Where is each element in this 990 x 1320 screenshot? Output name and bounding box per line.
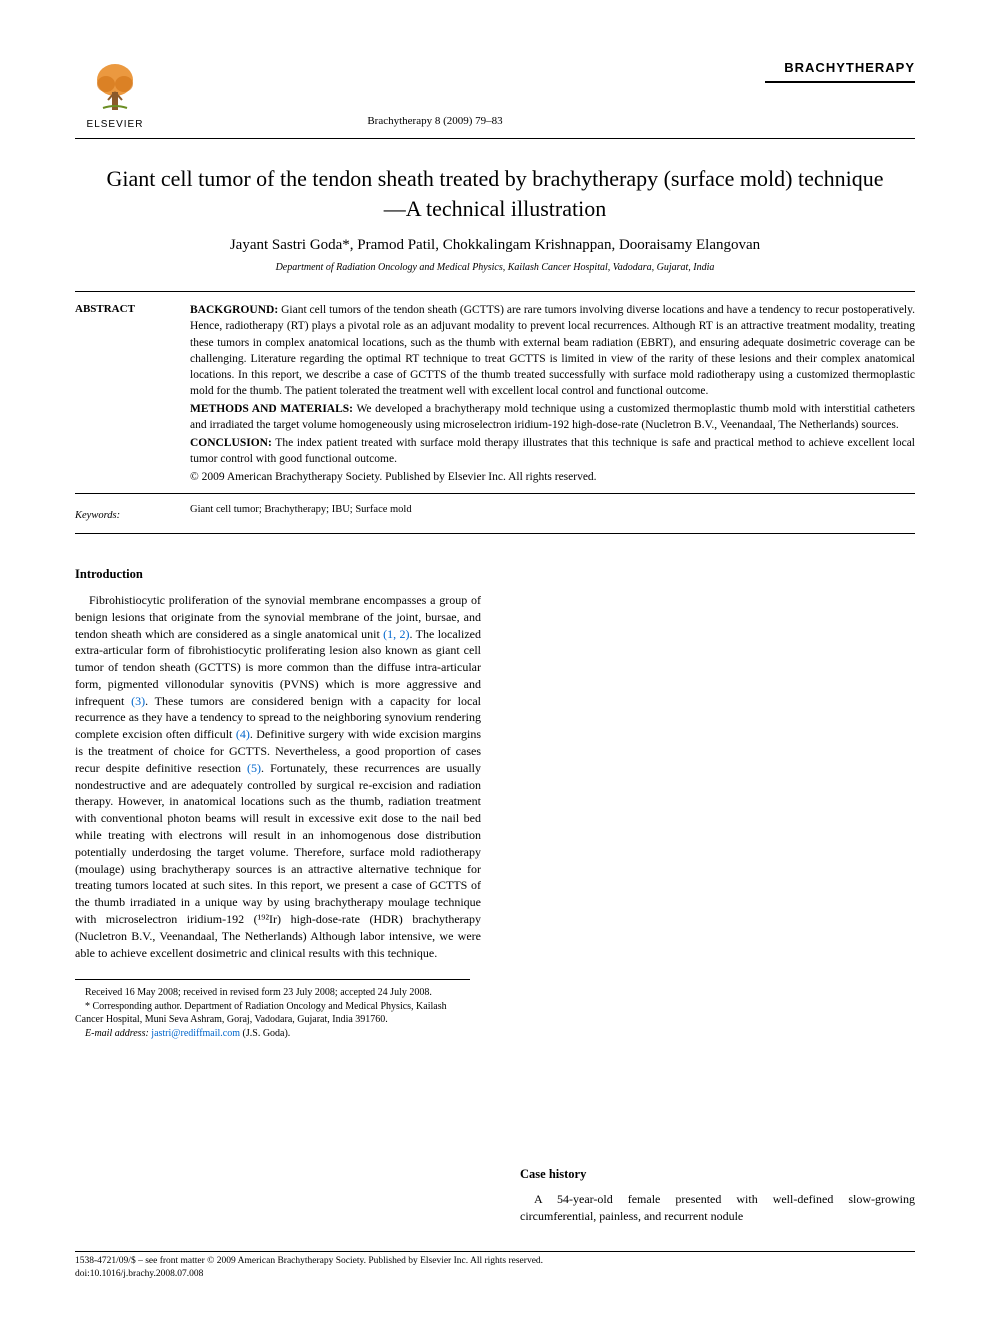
affiliation: Department of Radiation Oncology and Med… <box>75 262 915 273</box>
authors-text: Jayant Sastri Goda*, Pramod Patil, Chokk… <box>230 237 760 253</box>
abstract-label-col: ABSTRACT <box>75 302 190 487</box>
elsevier-tree-icon <box>88 60 143 115</box>
footnotes: Received 16 May 2008; received in revise… <box>75 979 470 1040</box>
journal-brand-name: BRACHYTHERAPY <box>715 60 915 75</box>
corresponding-note: * Corresponding author. Department of Ra… <box>75 1000 470 1027</box>
footer-block: 1538-4721/09/$ – see front matter © 2009… <box>75 1255 915 1280</box>
citation-link[interactable]: (1, 2) <box>383 627 409 641</box>
case-paragraph: A 54-year-old female presented with well… <box>520 1191 915 1225</box>
email-link[interactable]: jastri@rediffmail.com <box>151 1028 240 1039</box>
abstract-label: ABSTRACT <box>75 302 190 317</box>
conclusion-label: CONCLUSION: <box>190 437 272 449</box>
footer-doi: doi:10.1016/j.brachy.2008.07.008 <box>75 1268 915 1280</box>
intro-text-e: . Fortunately, these recurrences are usu… <box>75 761 481 960</box>
case-history-block: Case history A 54-year-old female presen… <box>520 1148 915 1225</box>
journal-header: ELSEVIER Brachytherapy 8 (2009) 79–83 BR… <box>75 60 915 130</box>
journal-citation: Brachytherapy 8 (2009) 79–83 <box>155 60 715 127</box>
body-text: Introduction Fibrohistiocytic proliferat… <box>75 562 915 961</box>
background-text: Giant cell tumors of the tendon sheath (… <box>190 304 915 396</box>
footer-rule <box>75 1251 915 1252</box>
intro-paragraph: Fibrohistiocytic proliferation of the sy… <box>75 592 481 962</box>
brand-rule <box>765 81 915 83</box>
keywords-text: Giant cell tumor; Brachytherapy; IBU; Su… <box>190 504 412 521</box>
email-label: E-mail address: <box>85 1028 149 1039</box>
background-label: BACKGROUND: <box>190 304 278 316</box>
abstract-copyright: © 2009 American Brachytherapy Society. P… <box>190 469 915 485</box>
abstract-top-rule <box>75 291 915 292</box>
publisher-block: ELSEVIER <box>75 60 155 130</box>
authors-line: Jayant Sastri Goda*, Pramod Patil, Chokk… <box>75 237 915 254</box>
case-heading: Case history <box>520 1166 915 1184</box>
email-suffix: (J.S. Goda). <box>243 1028 291 1039</box>
keywords-label: Keywords: <box>75 504 190 521</box>
abstract-mid-rule <box>75 493 915 494</box>
article-title: Giant cell tumor of the tendon sheath tr… <box>105 164 885 223</box>
citation-link[interactable]: (3) <box>131 694 145 708</box>
intro-heading: Introduction <box>75 566 481 584</box>
keywords-row: Keywords: Giant cell tumor; Brachytherap… <box>75 500 915 525</box>
citation-link[interactable]: (4) <box>236 727 250 741</box>
email-note: E-mail address: jastri@rediffmail.com (J… <box>75 1027 470 1041</box>
publisher-name: ELSEVIER <box>87 119 144 130</box>
conclusion-text: The index patient treated with surface m… <box>190 437 915 465</box>
received-note: Received 16 May 2008; received in revise… <box>75 986 470 1000</box>
methods-label: METHODS AND MATERIALS: <box>190 403 353 415</box>
citation-link[interactable]: (5) <box>247 761 261 775</box>
abstract-bottom-rule <box>75 533 915 534</box>
journal-brand-block: BRACHYTHERAPY <box>715 60 915 83</box>
header-rule <box>75 138 915 139</box>
abstract-text: BACKGROUND: Giant cell tumors of the ten… <box>190 302 915 487</box>
abstract-block: ABSTRACT BACKGROUND: Giant cell tumors o… <box>75 302 915 487</box>
footer-copyright: 1538-4721/09/$ – see front matter © 2009… <box>75 1255 915 1267</box>
